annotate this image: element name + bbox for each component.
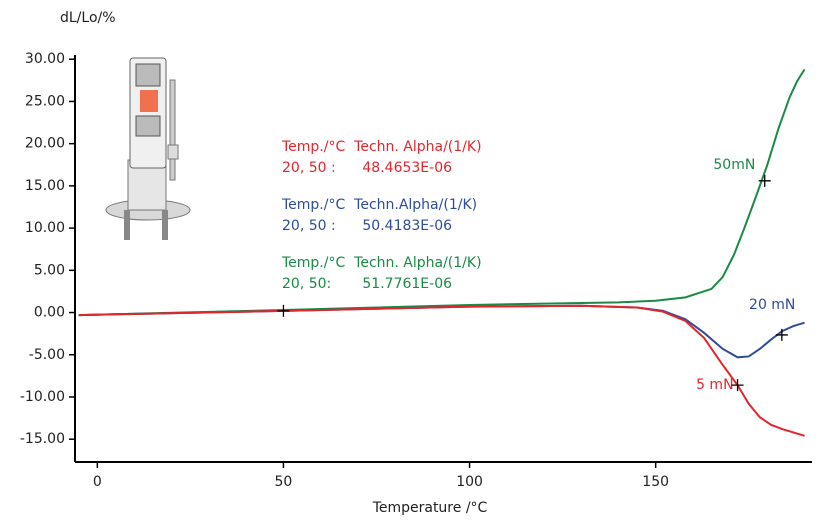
series-label: 5 mN xyxy=(696,377,733,393)
line xyxy=(78,68,806,317)
instrument-icon xyxy=(105,57,191,240)
y-tick-label: 25.00 xyxy=(25,93,65,109)
annotation: Temp./°C Techn.Alpha/(1/K) xyxy=(281,197,477,213)
y-tick-label: 30.00 xyxy=(25,51,65,67)
y-tick-label: 10.00 xyxy=(25,220,65,236)
x-tick-label: 150 xyxy=(642,474,669,490)
y-tick-label: 0.00 xyxy=(34,305,65,321)
line xyxy=(78,304,805,437)
x-tick-label: 50 xyxy=(275,474,293,490)
annotation: 20, 50 : 48.4653E-06 xyxy=(282,160,452,176)
x-tick-label: 100 xyxy=(456,474,483,490)
annotation: 20, 50: 51.7761E-06 xyxy=(282,276,452,292)
x-tick-label: 0 xyxy=(93,474,102,490)
annotation: Temp./°C Techn. Alpha/(1/K) xyxy=(281,255,482,271)
series-label: 50mN xyxy=(713,157,755,173)
y-tick-label: 5.00 xyxy=(34,262,65,278)
marker xyxy=(758,174,771,187)
series-label: 20 mN xyxy=(749,297,795,313)
y-tick-label: 20.00 xyxy=(25,136,65,152)
y-tick-label: -5.00 xyxy=(29,347,65,363)
marker xyxy=(775,328,788,341)
annotation: Temp./°C Techn. Alpha/(1/K) xyxy=(281,139,482,155)
annotation: 20, 50 : 50.4183E-06 xyxy=(282,218,452,234)
y-tick-label: -10.00 xyxy=(20,389,65,405)
x-axis-title: Temperature /°C xyxy=(372,500,488,516)
y-axis-title: dL/Lo/% xyxy=(60,10,116,26)
y-tick-label: -15.00 xyxy=(20,431,65,447)
marker xyxy=(277,304,290,317)
y-tick-label: 15.00 xyxy=(25,178,65,194)
marker xyxy=(731,379,744,392)
